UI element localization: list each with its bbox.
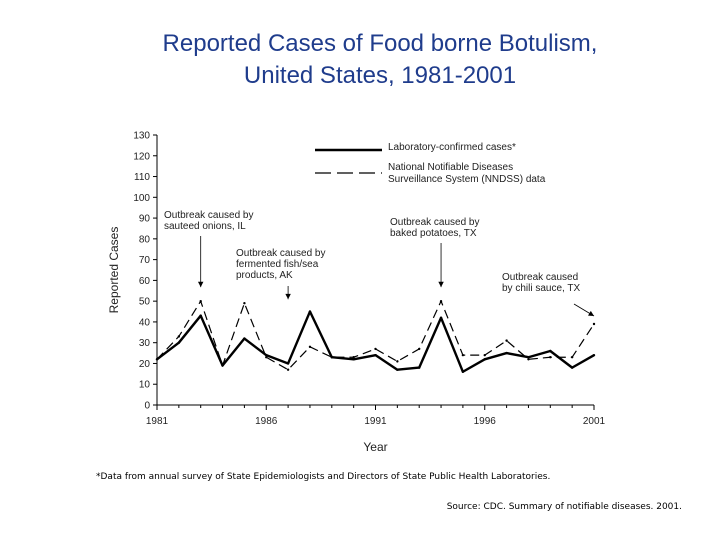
series-1-point: [527, 356, 530, 359]
source-note: Source: CDC. Summary of notifiable disea…: [446, 502, 682, 512]
annotation-text-1: Outbreak caused by: [164, 210, 254, 221]
series-1-point: [243, 337, 246, 340]
y-tick-label: 120: [133, 151, 150, 162]
legend-label-2: Surveillance System (NNDSS) data: [388, 174, 546, 185]
y-tick-label: 30: [139, 338, 151, 349]
annotation-text-3: Outbreak caused by: [390, 217, 480, 228]
series-2-point: [199, 299, 202, 303]
legend-label-2: National Notifiable Diseases: [388, 162, 513, 173]
series-1-point: [177, 341, 181, 344]
series-1-point: [505, 351, 508, 355]
series-1-point: [418, 366, 421, 369]
series-2-point: [396, 360, 399, 363]
series-1-point: [461, 370, 465, 373]
y-tick-label: 80: [139, 234, 151, 245]
x-axis-title: Year: [363, 440, 387, 454]
y-tick-label: 10: [139, 380, 151, 391]
series-2-point: [418, 347, 421, 351]
series-2-point: [330, 356, 333, 359]
series-line-1: [156, 310, 595, 373]
slide-title: Reported Cases of Food borne Botulism, U…: [60, 28, 700, 92]
annotation-text-3: baked potatoes, TX: [390, 228, 477, 239]
footnote: *Data from annual survey of State Epidem…: [96, 472, 551, 482]
y-tick-label: 60: [139, 276, 151, 287]
y-tick-label: 50: [139, 297, 151, 308]
series-1-point: [570, 366, 574, 369]
series-2-point: [352, 356, 355, 359]
series-1-point: [286, 362, 290, 365]
y-tick-label: 110: [134, 172, 150, 183]
series-2-point: [286, 368, 290, 371]
series-2-point: [155, 358, 159, 361]
slide-title-line-1: Reported Cases of Food borne Botulism,: [162, 30, 598, 57]
annotation-text-2: products, AK: [236, 270, 293, 281]
series-2-point: [483, 353, 486, 357]
series-2-point: [505, 339, 508, 342]
series-1-point: [265, 353, 268, 357]
series-1-point: [439, 316, 443, 319]
series-1-point: [483, 358, 486, 361]
series-2-point: [243, 302, 246, 305]
x-tick-label: 2001: [583, 416, 606, 427]
series-2-point: [592, 322, 596, 326]
annotation-text-1: sauteed onions, IL: [164, 221, 246, 232]
y-tick-label: 40: [139, 317, 151, 328]
x-tick-label: 1996: [474, 416, 497, 427]
series-line-2: [156, 300, 595, 371]
annotation-text-4: Outbreak caused: [502, 272, 578, 283]
annotation-arrowhead-3: [438, 281, 444, 288]
y-tick-label: 0: [144, 401, 150, 412]
series-2-point: [527, 358, 530, 361]
series-1-point: [549, 349, 552, 353]
annotation-arrowhead-1: [197, 281, 204, 288]
y-tick-label: 90: [139, 214, 151, 225]
x-tick-label: 1981: [146, 416, 169, 427]
annotation-text-2: Outbreak caused by: [236, 248, 326, 259]
series-1-point: [352, 358, 355, 361]
y-tick-label: 100: [133, 193, 150, 204]
series-1-point: [592, 353, 596, 357]
annotation-text-4: by chili sauce, TX: [502, 283, 581, 294]
legend-label-1: Laboratory-confirmed cases*: [388, 142, 516, 153]
series-1-point: [199, 314, 202, 317]
series-1-point: [374, 353, 377, 357]
slide-title-line-2: United States, 1981-2001: [243, 62, 517, 89]
series-2-point: [439, 299, 443, 303]
series-1-point: [396, 368, 399, 371]
series-2-point: [570, 356, 574, 359]
series-2-point: [177, 335, 181, 338]
annotation-arrowhead-2: [285, 293, 291, 300]
series-2-point: [265, 356, 268, 359]
series-2-point: [461, 353, 465, 357]
annotation-text-2: fermented fish/sea: [236, 259, 319, 270]
series-2-point: [308, 345, 312, 349]
y-tick-label: 20: [139, 359, 151, 370]
series-2-point: [374, 347, 377, 351]
series-2-point: [221, 364, 224, 367]
y-axis-title: Reported Cases: [107, 227, 121, 314]
x-tick-label: 1986: [255, 416, 278, 427]
series-1-point: [308, 310, 312, 313]
y-tick-label: 70: [139, 255, 151, 266]
y-tick-label: 130: [133, 131, 150, 142]
annotation-arrowhead-4: [588, 310, 594, 316]
x-tick-label: 1991: [364, 416, 387, 427]
series-2-point: [549, 356, 552, 359]
